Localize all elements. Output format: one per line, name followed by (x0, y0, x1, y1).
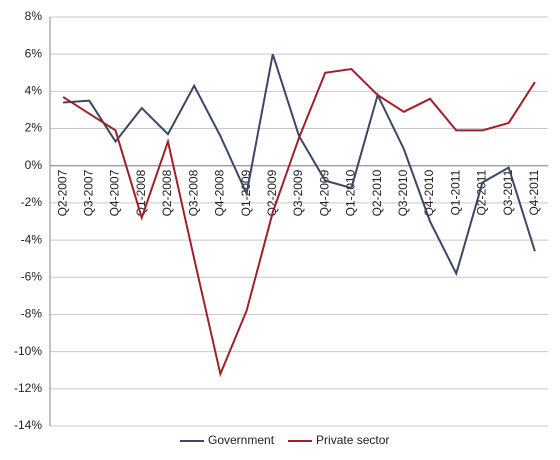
x-tick-label: Q3-2008 (186, 169, 200, 216)
x-tick-label: Q3-2007 (81, 169, 95, 216)
x-tick-label: Q3-2009 (291, 169, 305, 216)
y-tick-label: 0% (25, 158, 43, 172)
x-tick-label: Q3-2011 (501, 169, 515, 215)
y-tick-label: -2% (21, 195, 43, 209)
x-tick-label: Q2-2011 (475, 169, 489, 215)
series-line (63, 53, 536, 277)
y-tick-label: -10% (14, 344, 42, 358)
x-tick-label: Q2-2010 (370, 169, 384, 216)
x-tick-label: Q2-2008 (160, 169, 174, 216)
x-tick-label: Q4-2010 (422, 169, 436, 216)
y-tick-label: -12% (14, 381, 42, 395)
y-tick-label: -6% (21, 269, 43, 283)
y-tick-label: 2% (25, 121, 43, 135)
y-tick-label: 6% (25, 46, 43, 60)
x-tick-label: Q3-2010 (396, 169, 410, 216)
series-line (62, 67, 536, 378)
x-tick-label: Q4-2007 (108, 169, 122, 216)
x-tick-label: Q1-2011 (448, 169, 462, 215)
legend-label: Private sector (316, 433, 389, 447)
x-tick-label: Q1-2008 (134, 169, 148, 216)
x-tick-label: Q4-2008 (213, 169, 227, 216)
y-tick-label: -14% (14, 418, 42, 432)
y-tick-label: 4% (25, 84, 43, 98)
y-tick-label: -8% (21, 307, 43, 321)
y-tick-label: -4% (21, 232, 43, 246)
x-tick-label: Q2-2007 (55, 169, 69, 216)
legend-label: Government (208, 433, 275, 447)
x-tick-label: Q4-2009 (317, 169, 331, 216)
x-tick-label: Q2-2009 (265, 169, 279, 216)
y-tick-label: 8% (25, 9, 43, 23)
x-tick-label: Q4-2011 (527, 169, 541, 215)
